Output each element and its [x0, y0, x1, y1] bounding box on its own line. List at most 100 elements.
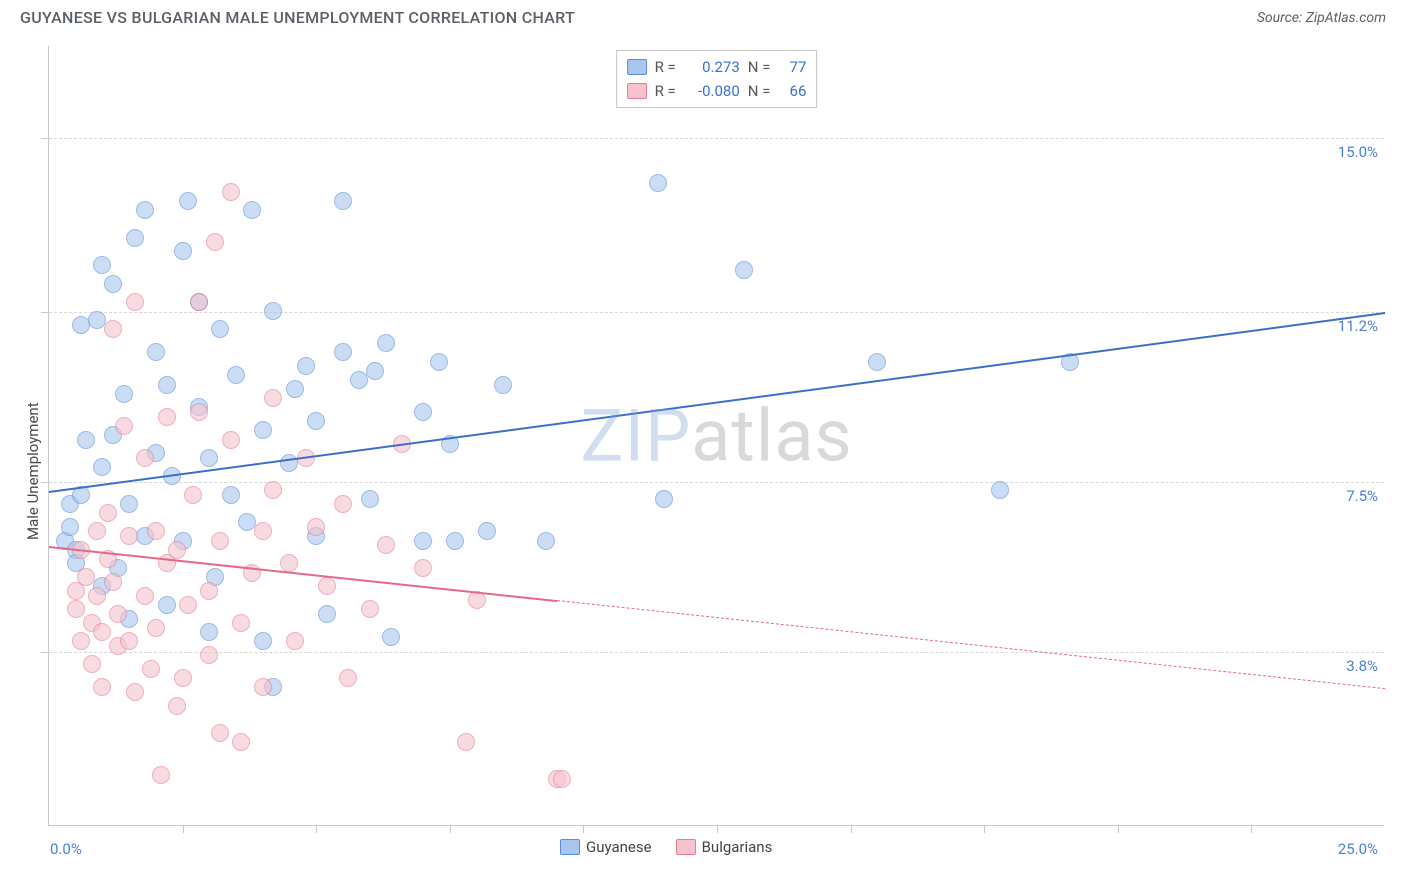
y-tick-label: 11.2%: [1338, 317, 1378, 335]
y-tick: [41, 482, 49, 483]
data-point: [67, 600, 85, 618]
data-point: [211, 532, 229, 550]
series-legend: Guyanese Bulgarians: [560, 838, 772, 856]
data-point: [61, 518, 79, 536]
data-point: [136, 201, 154, 219]
chart-container: GUYANESE VS BULGARIAN MALE UNEMPLOYMENT …: [0, 0, 1406, 892]
data-point: [307, 412, 325, 430]
data-point: [158, 376, 176, 394]
plot-area: ZIPatlas R = 0.273 N = 77 R = -0.080 N =…: [48, 46, 1384, 826]
data-point: [93, 678, 111, 696]
legend-item-bulgarians: Bulgarians: [676, 838, 773, 856]
data-point: [457, 733, 475, 751]
data-point: [414, 403, 432, 421]
data-point: [109, 605, 127, 623]
data-point: [297, 357, 315, 375]
data-point: [537, 532, 555, 550]
data-point: [334, 495, 352, 513]
data-point: [200, 646, 218, 664]
gridline: [49, 482, 1384, 483]
data-point: [104, 320, 122, 338]
chart-title: GUYANESE VS BULGARIAN MALE UNEMPLOYMENT …: [20, 8, 575, 27]
swatch-guyanese-bottom: [560, 839, 580, 855]
data-point: [339, 669, 357, 687]
data-point: [318, 577, 336, 595]
data-point: [147, 343, 165, 361]
x-tick: [450, 825, 451, 833]
data-point: [414, 559, 432, 577]
data-point: [318, 605, 336, 623]
watermark: ZIPatlas: [580, 393, 852, 478]
data-point: [88, 587, 106, 605]
data-point: [115, 385, 133, 403]
data-point: [152, 766, 170, 784]
data-point: [254, 678, 272, 696]
legend-row-guyanese: R = 0.273 N = 77: [627, 55, 807, 79]
data-point: [286, 380, 304, 398]
data-point: [77, 431, 95, 449]
data-point: [211, 724, 229, 742]
data-point: [126, 683, 144, 701]
data-point: [553, 770, 571, 788]
data-point: [232, 614, 250, 632]
data-point: [446, 532, 464, 550]
data-point: [649, 174, 667, 192]
data-point: [382, 628, 400, 646]
y-tick-label: 15.0%: [1338, 143, 1378, 161]
data-point: [361, 600, 379, 618]
y-tick: [41, 312, 49, 313]
y-tick-label: 7.5%: [1346, 487, 1378, 505]
trend-line: [49, 312, 1385, 493]
data-point: [334, 343, 352, 361]
data-point: [126, 229, 144, 247]
data-point: [93, 623, 111, 641]
data-point: [190, 403, 208, 421]
data-point: [264, 302, 282, 320]
data-point: [174, 242, 192, 260]
data-point: [147, 619, 165, 637]
x-tick: [1251, 825, 1252, 833]
data-point: [243, 201, 261, 219]
y-tick: [41, 652, 49, 653]
data-point: [280, 554, 298, 572]
gridline: [49, 652, 1384, 653]
data-point: [254, 421, 272, 439]
x-tick: [851, 825, 852, 833]
data-point: [136, 449, 154, 467]
x-tick: [316, 825, 317, 833]
data-point: [120, 632, 138, 650]
data-point: [361, 490, 379, 508]
gridline: [49, 312, 1384, 313]
legend-row-bulgarians: R = -0.080 N = 66: [627, 79, 807, 103]
legend-item-guyanese: Guyanese: [560, 838, 652, 856]
data-point: [104, 275, 122, 293]
x-tick: [984, 825, 985, 833]
data-point: [88, 522, 106, 540]
data-point: [120, 495, 138, 513]
data-point: [206, 233, 224, 251]
data-point: [307, 518, 325, 536]
data-point: [200, 449, 218, 467]
data-point: [350, 371, 368, 389]
data-point: [232, 733, 250, 751]
data-point: [147, 522, 165, 540]
data-point: [222, 431, 240, 449]
x-tick: [717, 825, 718, 833]
data-point: [222, 486, 240, 504]
data-point: [179, 192, 197, 210]
data-point: [184, 486, 202, 504]
data-point: [93, 256, 111, 274]
data-point: [254, 632, 272, 650]
x-tick: [1118, 825, 1119, 833]
data-point: [158, 596, 176, 614]
swatch-bulgarians: [627, 83, 647, 99]
data-point: [83, 655, 101, 673]
data-point: [377, 536, 395, 554]
data-point: [99, 504, 117, 522]
data-point: [286, 632, 304, 650]
data-point: [211, 320, 229, 338]
data-point: [200, 582, 218, 600]
trend-line: [557, 600, 1385, 689]
data-point: [179, 596, 197, 614]
data-point: [991, 481, 1009, 499]
